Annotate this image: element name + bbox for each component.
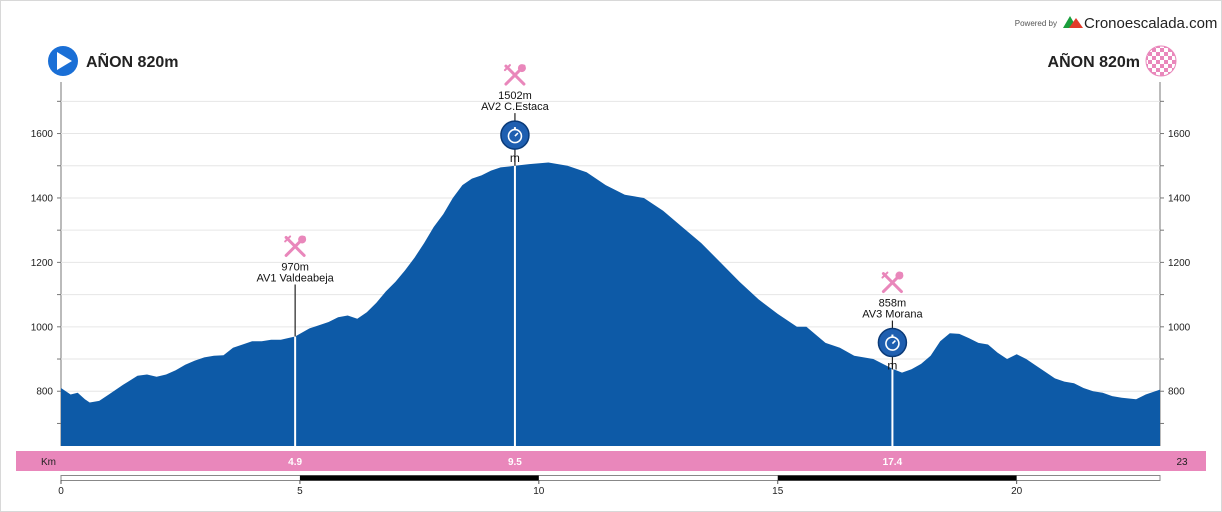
scale-bar-segment — [299, 475, 539, 481]
stopwatch-icon — [500, 120, 530, 150]
fork-knife-icon — [284, 235, 307, 257]
checkered-flag-icon — [1146, 46, 1176, 76]
km-band-labels: 4.9 9.5 17.4 — [288, 457, 902, 468]
aid-station-elevation: 858m — [879, 298, 907, 310]
y-tick-label-right: 1200 — [1168, 258, 1191, 269]
start-marker — [48, 46, 78, 76]
aid-station-elevation: 1502m — [498, 90, 532, 102]
distance-scale-bar — [60, 475, 1161, 481]
y-tick-label-left: 1400 — [31, 193, 54, 204]
km-band-end-label: 23 — [1176, 457, 1188, 468]
finish-label: AÑON 820m — [1048, 51, 1140, 71]
aid-station-elevation: 970m — [281, 261, 309, 273]
y-tick-label-left: 1000 — [31, 322, 54, 333]
y-axis-ticks: 800 800 1000 1000 1200 1200 1400 1400 1600 1600 — [31, 100, 1191, 424]
km-band-unit-label: Km — [41, 457, 56, 468]
scale-bar-segment — [777, 475, 1017, 481]
brand-logo-icon — [1063, 16, 1083, 28]
timer-label: m — [887, 359, 897, 373]
start-label: AÑON 820m — [86, 51, 178, 71]
elevation-area — [61, 162, 1160, 446]
km-band — [16, 451, 1206, 471]
fork-knife-icon — [503, 64, 526, 86]
x-tick-label: 20 — [1011, 486, 1023, 497]
x-tick-label: 5 — [297, 486, 303, 497]
y-tick-label-right: 1000 — [1168, 322, 1191, 333]
aid-station-name: AV3 Morana — [862, 309, 923, 321]
x-tick-label: 0 — [58, 486, 64, 497]
aid-station-name: AV1 Valdeabeja — [257, 272, 335, 284]
y-tick-label-right: 800 — [1168, 387, 1185, 398]
x-axis-ticks: 0 5 10 15 20 — [58, 480, 1023, 497]
x-tick-label: 10 — [533, 486, 545, 497]
y-tick-label-left: 800 — [36, 387, 53, 398]
finish-marker — [1145, 45, 1177, 77]
y-tick-label-left: 1600 — [31, 129, 54, 140]
aid-station-name: AV2 C.Estaca — [481, 101, 550, 113]
scale-bar-outline — [60, 475, 1161, 481]
y-tick-label-right: 1600 — [1168, 129, 1191, 140]
brand-link[interactable]: Cronoescalada.com — [1084, 15, 1217, 32]
km-band-label: 9.5 — [508, 457, 522, 468]
km-band-label: 17.4 — [883, 457, 903, 468]
stopwatch-icon — [877, 327, 908, 358]
timer-label: m — [510, 151, 520, 165]
powered-by-text: Powered by — [1015, 19, 1057, 28]
x-tick-label: 15 — [772, 486, 784, 497]
fork-knife-icon — [881, 271, 904, 294]
y-tick-label-left: 1200 — [31, 258, 54, 269]
y-tick-label-right: 1400 — [1168, 193, 1191, 204]
km-band-label: 4.9 — [288, 457, 302, 468]
